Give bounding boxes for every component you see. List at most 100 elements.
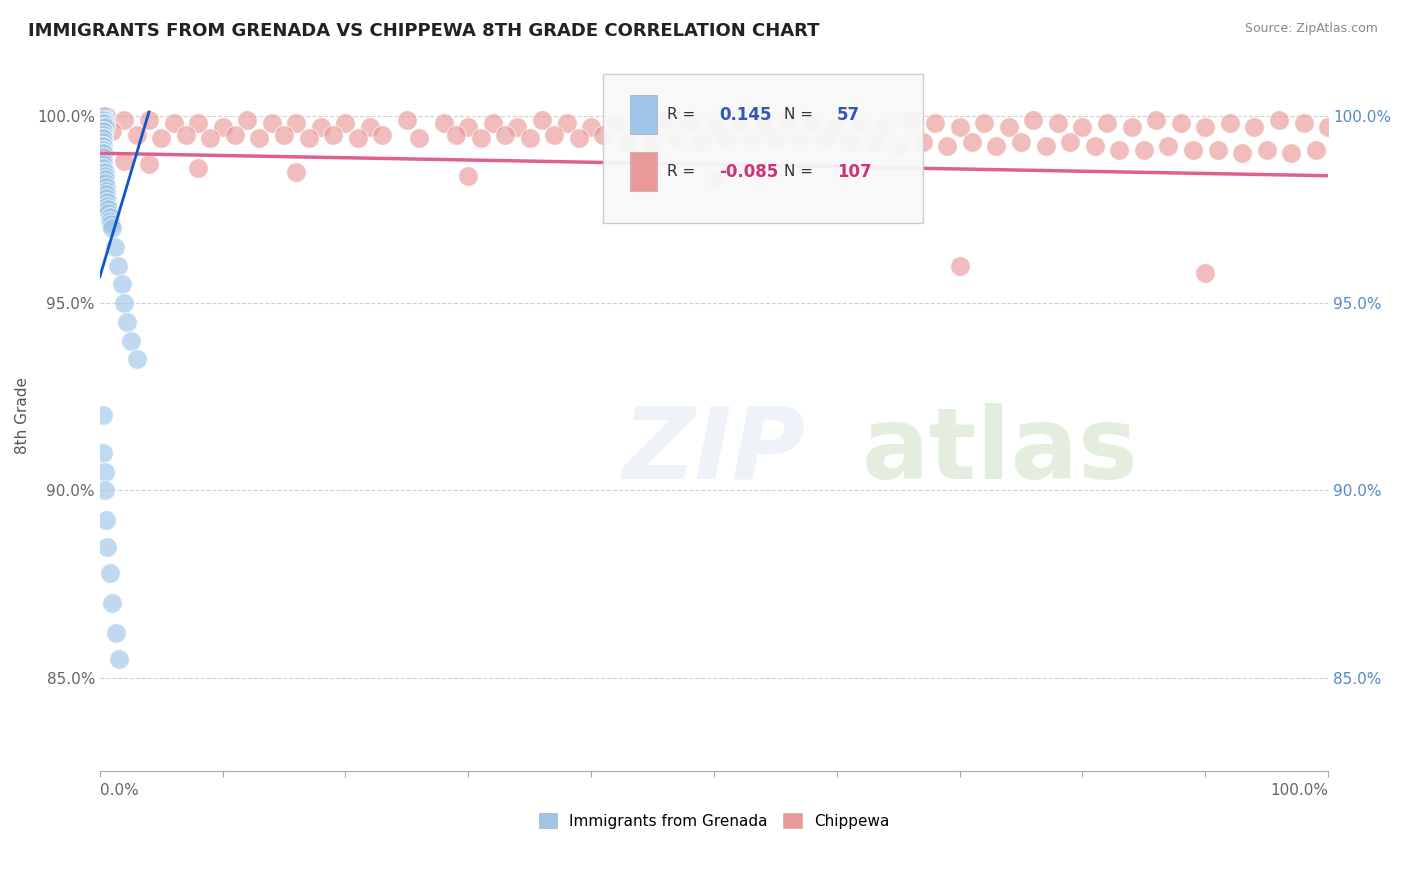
Point (93, 143, 115, 157)
Point (101, 124, 124, 138)
Point (309, 120, 332, 134)
Point (98, 210, 121, 224)
Point (93, 172, 115, 186)
Point (93, 165, 115, 179)
Point (678, 116, 700, 130)
Point (851, 116, 873, 130)
Point (108, 652, 131, 666)
Point (111, 277, 134, 292)
Point (1243, 120, 1265, 134)
Point (120, 334, 142, 348)
Text: 57: 57 (837, 106, 860, 124)
Point (187, 161, 209, 176)
Point (1230, 146, 1253, 161)
Point (1095, 116, 1118, 130)
Point (1022, 112, 1045, 127)
Point (949, 120, 972, 134)
Point (924, 116, 946, 130)
Point (97, 202, 120, 217)
Point (101, 596, 124, 610)
Point (96, 199, 118, 213)
Point (887, 138, 910, 153)
Point (1157, 138, 1180, 153)
Point (482, 116, 505, 130)
Point (98, 566, 121, 580)
Point (260, 116, 283, 130)
Point (187, 116, 209, 130)
Point (93, 153, 115, 168)
Text: R =: R = (668, 107, 700, 122)
Text: 100.0%: 100.0% (1270, 782, 1329, 797)
Text: 107: 107 (837, 162, 872, 181)
Point (813, 131, 835, 145)
Point (617, 135, 640, 149)
Point (936, 138, 959, 153)
Point (1182, 143, 1205, 157)
Point (973, 116, 995, 130)
Point (94, 513, 117, 527)
Point (1133, 143, 1156, 157)
Point (107, 259, 129, 273)
Point (93, 112, 115, 127)
Point (543, 128, 565, 142)
Text: atlas: atlas (862, 402, 1137, 500)
Point (93, 138, 115, 153)
Point (93, 124, 115, 138)
Point (444, 128, 467, 142)
Point (125, 128, 148, 142)
Point (666, 131, 689, 145)
Point (93, 124, 115, 138)
Point (150, 131, 173, 145)
Point (1206, 143, 1229, 157)
Point (335, 116, 357, 130)
Point (96, 194, 118, 209)
Text: Source: ZipAtlas.com: Source: ZipAtlas.com (1244, 22, 1378, 36)
Point (875, 120, 897, 134)
Point (628, 120, 651, 134)
Point (654, 112, 676, 127)
Point (519, 131, 541, 145)
Point (1084, 138, 1107, 153)
Point (494, 128, 516, 142)
Point (1108, 143, 1130, 157)
Point (249, 131, 271, 145)
Text: 0.145: 0.145 (718, 106, 772, 124)
Point (740, 135, 762, 149)
Point (949, 259, 972, 273)
Point (1121, 120, 1143, 134)
Point (285, 116, 308, 130)
Point (273, 128, 295, 142)
Point (93, 446, 115, 460)
Point (457, 120, 479, 134)
Point (703, 172, 725, 186)
Point (825, 120, 848, 134)
Point (346, 131, 368, 145)
Point (641, 135, 664, 149)
Point (101, 221, 124, 235)
Point (125, 352, 148, 367)
Text: N =: N = (785, 107, 818, 122)
Point (555, 116, 578, 130)
Point (93, 146, 115, 161)
Point (997, 120, 1019, 134)
Point (592, 128, 614, 142)
Point (236, 112, 259, 127)
Point (93, 165, 115, 179)
Point (104, 625, 127, 640)
Point (93, 131, 115, 145)
Point (322, 128, 344, 142)
Point (605, 116, 627, 130)
Point (359, 120, 381, 134)
Point (211, 120, 233, 134)
Point (174, 128, 197, 142)
Point (1317, 120, 1340, 134)
Point (1144, 112, 1167, 127)
Point (716, 131, 738, 145)
Point (298, 131, 321, 145)
Point (94, 109, 117, 123)
Point (371, 128, 394, 142)
Point (789, 135, 811, 149)
Point (900, 112, 922, 127)
Point (93, 143, 115, 157)
Point (1046, 116, 1069, 130)
